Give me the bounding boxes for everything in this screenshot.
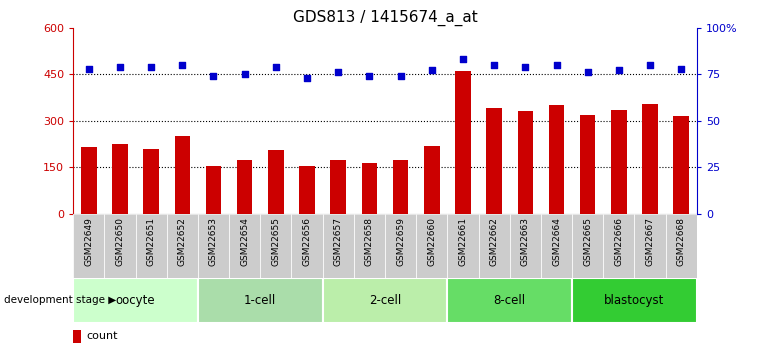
Bar: [479, 214, 510, 278]
Bar: [136, 214, 167, 278]
Text: GSM22656: GSM22656: [303, 217, 312, 266]
Point: [613, 68, 625, 73]
Bar: [642, 104, 658, 214]
Text: GSM22649: GSM22649: [84, 217, 93, 266]
Text: 2-cell: 2-cell: [369, 294, 401, 307]
Text: GSM22652: GSM22652: [178, 217, 187, 266]
Point: [426, 68, 438, 73]
Point: [675, 66, 688, 71]
Bar: [81, 147, 96, 214]
Point: [394, 73, 407, 79]
Text: GSM22658: GSM22658: [365, 217, 374, 266]
Text: blastocyst: blastocyst: [604, 294, 665, 307]
Bar: [323, 278, 447, 323]
Text: 8-cell: 8-cell: [494, 294, 526, 307]
Bar: [510, 214, 541, 278]
Text: GSM22660: GSM22660: [427, 217, 437, 266]
Point: [82, 66, 95, 71]
Bar: [229, 214, 260, 278]
Bar: [572, 214, 604, 278]
Text: GSM22653: GSM22653: [209, 217, 218, 266]
Text: GSM22654: GSM22654: [240, 217, 249, 266]
Bar: [198, 214, 229, 278]
Point: [363, 73, 376, 79]
Text: GSM22650: GSM22650: [116, 217, 125, 266]
Bar: [323, 214, 354, 278]
Text: 1-cell: 1-cell: [244, 294, 276, 307]
Text: GSM22664: GSM22664: [552, 217, 561, 266]
Bar: [674, 116, 689, 214]
Bar: [385, 214, 417, 278]
Point: [176, 62, 189, 68]
Bar: [167, 214, 198, 278]
Bar: [580, 115, 595, 214]
Bar: [634, 214, 665, 278]
Bar: [517, 111, 533, 214]
Point: [551, 62, 563, 68]
Bar: [73, 330, 82, 343]
Bar: [143, 149, 159, 214]
Point: [114, 64, 126, 69]
Bar: [112, 144, 128, 214]
Point: [488, 62, 500, 68]
Bar: [260, 214, 291, 278]
Point: [581, 70, 594, 75]
Text: GSM22661: GSM22661: [458, 217, 467, 266]
Bar: [198, 278, 323, 323]
Bar: [541, 214, 572, 278]
Text: count: count: [87, 332, 119, 341]
Point: [270, 64, 282, 69]
Bar: [424, 146, 440, 214]
Bar: [292, 214, 323, 278]
Bar: [300, 166, 315, 214]
Bar: [362, 162, 377, 214]
Bar: [549, 105, 564, 214]
Text: GSM22659: GSM22659: [396, 217, 405, 266]
Bar: [393, 159, 408, 214]
Bar: [330, 159, 346, 214]
Bar: [487, 108, 502, 214]
Text: development stage ▶: development stage ▶: [4, 295, 116, 305]
Bar: [73, 278, 198, 323]
Text: GSM22657: GSM22657: [333, 217, 343, 266]
Bar: [447, 214, 479, 278]
Bar: [175, 136, 190, 214]
Point: [145, 64, 157, 69]
Bar: [604, 214, 634, 278]
Text: GSM22667: GSM22667: [645, 217, 654, 266]
Bar: [572, 278, 697, 323]
Text: GSM22663: GSM22663: [521, 217, 530, 266]
Text: oocyte: oocyte: [116, 294, 156, 307]
Text: GSM22665: GSM22665: [583, 217, 592, 266]
Point: [644, 62, 656, 68]
Point: [332, 70, 344, 75]
Bar: [206, 166, 221, 214]
Bar: [447, 278, 572, 323]
Text: GSM22655: GSM22655: [271, 217, 280, 266]
Point: [301, 75, 313, 81]
Bar: [611, 110, 627, 214]
Bar: [416, 214, 447, 278]
Bar: [665, 214, 697, 278]
Point: [457, 57, 469, 62]
Bar: [237, 159, 253, 214]
Bar: [354, 214, 385, 278]
Point: [239, 71, 251, 77]
Text: GSM22662: GSM22662: [490, 217, 499, 266]
Text: GSM22668: GSM22668: [677, 217, 686, 266]
Text: GSM22651: GSM22651: [146, 217, 156, 266]
Text: GSM22666: GSM22666: [614, 217, 624, 266]
Point: [207, 73, 219, 79]
Point: [519, 64, 531, 69]
Bar: [105, 214, 136, 278]
Bar: [73, 214, 105, 278]
Title: GDS813 / 1415674_a_at: GDS813 / 1415674_a_at: [293, 10, 477, 26]
Bar: [268, 150, 283, 214]
Bar: [455, 71, 470, 214]
